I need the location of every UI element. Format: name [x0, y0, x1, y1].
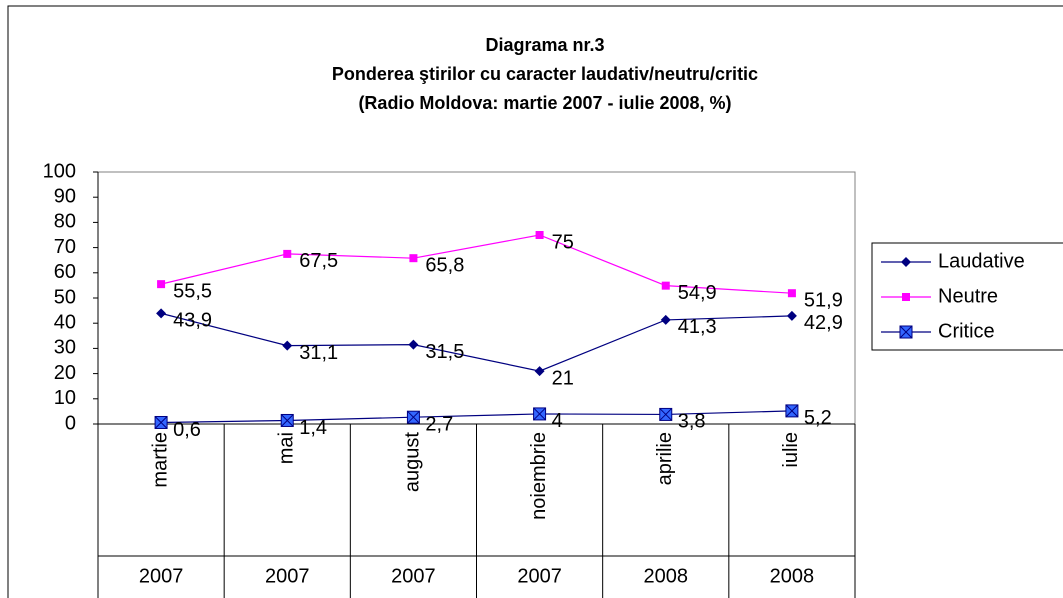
chart-subtitle: (Radio Moldova: martie 2007 - iulie 2008… [358, 93, 731, 113]
chart-border [7, 5, 1063, 598]
marker [902, 293, 910, 301]
y-tick-label: 60 [54, 261, 76, 283]
marker [901, 257, 911, 267]
marker [535, 231, 544, 239]
x-group-label: 2007 [139, 565, 184, 587]
legend-label: Neutre [938, 285, 998, 307]
series-line [160, 312, 792, 372]
data-label: 3,8 [678, 411, 706, 433]
marker [157, 280, 166, 289]
series-line [160, 234, 792, 294]
marker [659, 407, 673, 421]
x-tick-label: noiembrie [528, 432, 550, 520]
marker [280, 413, 294, 427]
data-label: 0,6 [173, 419, 201, 441]
marker [283, 249, 292, 258]
legend-label: Critice [938, 320, 995, 342]
data-label: 2,7 [425, 413, 453, 435]
data-label: 54,9 [678, 282, 717, 304]
data-label: 51,9 [804, 289, 843, 311]
x-tick-label: aprilie [654, 432, 676, 485]
data-label: 65,8 [425, 254, 464, 276]
x-group-label: 2007 [391, 565, 436, 587]
y-tick-label: 50 [54, 286, 76, 308]
marker [660, 314, 671, 325]
x-group-label: 2007 [265, 565, 310, 587]
marker [154, 415, 168, 429]
y-tick-label: 40 [54, 311, 76, 333]
marker [533, 407, 547, 421]
marker [282, 340, 293, 351]
data-label: 5,2 [804, 407, 832, 429]
data-label: 41,3 [678, 316, 717, 338]
data-label: 55,5 [173, 280, 212, 302]
y-tick-label: 0 [65, 412, 76, 434]
data-label: 67,5 [299, 250, 338, 272]
x-tick-label: august [402, 432, 424, 492]
data-label: 42,9 [804, 312, 843, 334]
data-label: 1,4 [299, 417, 327, 439]
data-label: 31,5 [425, 341, 464, 363]
marker [899, 325, 913, 339]
y-tick-label: 30 [54, 337, 76, 359]
x-tick-label: mai [276, 432, 298, 464]
x-tick-label: iulie [780, 432, 802, 468]
chart-subtitle: Ponderea ştirilor cu caracter laudativ/n… [332, 64, 758, 84]
data-label: 75 [552, 231, 574, 253]
marker [409, 254, 418, 263]
marker [156, 308, 167, 319]
legend-border [871, 242, 1063, 351]
marker [787, 289, 796, 298]
chart-title: Diagrama nr.3 [485, 35, 604, 55]
data-label: 21 [552, 367, 574, 389]
y-tick-label: 10 [54, 387, 76, 409]
marker [785, 404, 799, 418]
y-tick-label: 70 [54, 236, 76, 258]
y-tick-label: 100 [43, 160, 76, 182]
x-group-label: 2008 [770, 565, 815, 587]
x-group-label: 2007 [517, 565, 562, 587]
marker [534, 366, 545, 377]
data-label: 31,1 [299, 342, 338, 364]
y-tick-label: 90 [54, 185, 76, 207]
marker [408, 339, 419, 350]
data-label: 4 [552, 410, 563, 432]
series-line [161, 410, 792, 424]
marker [406, 410, 420, 424]
marker [661, 281, 670, 290]
x-group-label: 2008 [644, 565, 689, 587]
legend-label: Laudative [938, 250, 1025, 272]
marker [786, 310, 797, 321]
y-tick-label: 20 [54, 362, 76, 384]
data-label: 43,9 [173, 310, 212, 332]
x-tick-label: martie [149, 432, 171, 488]
y-tick-label: 80 [54, 211, 76, 233]
